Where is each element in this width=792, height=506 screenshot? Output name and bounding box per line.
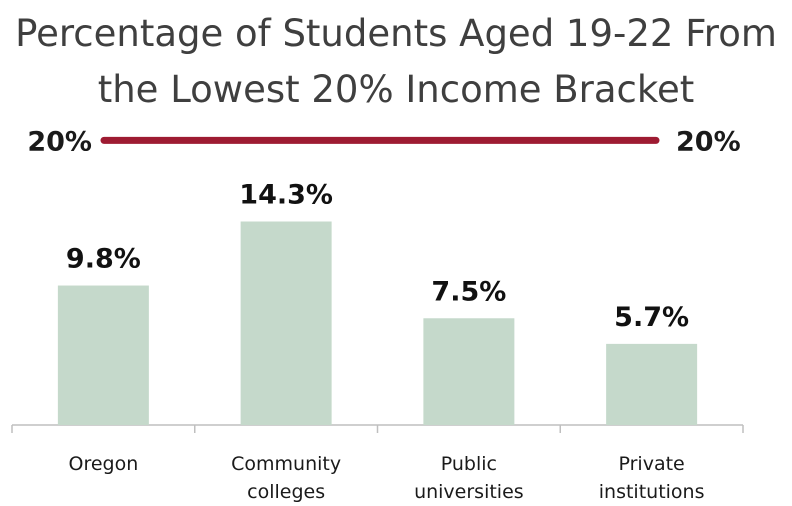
category-label-line: Private: [619, 453, 685, 475]
data-labels: 9.8% 14.3% 7.5% 5.7%: [66, 180, 689, 333]
category-label-line: Public: [441, 453, 497, 475]
bars: [57, 221, 698, 425]
category-label-line: Oregon: [68, 453, 138, 475]
x-axis-ticks: [11, 425, 744, 433]
data-label: 5.7%: [614, 302, 689, 333]
category-label-line: Community: [231, 453, 341, 475]
category-labels: Oregon Community colleges Public universitie…: [68, 453, 704, 503]
chart-title-line-1: Percentage of Students Aged 19-22 From: [15, 12, 777, 55]
chart-title: Percentage of Students Aged 19-22 From t…: [0, 6, 792, 118]
category-label: Private institutions: [599, 453, 705, 503]
bar: [606, 343, 698, 425]
category-label: Oregon: [68, 453, 138, 475]
reference-label-right: 20%: [676, 126, 741, 157]
category-label: Public universities: [414, 453, 524, 503]
data-label: 14.3%: [239, 180, 333, 211]
chart-title-line-2: the Lowest 20% Income Bracket: [97, 68, 695, 111]
category-label: Community colleges: [231, 453, 341, 503]
category-label-line: colleges: [247, 481, 325, 503]
reference-label-left: 20%: [27, 126, 92, 157]
bar: [240, 221, 332, 425]
data-label: 7.5%: [431, 276, 506, 307]
category-label-line: institutions: [599, 481, 705, 503]
category-label-line: universities: [414, 481, 524, 503]
bar: [423, 318, 515, 425]
data-label: 9.8%: [66, 244, 141, 275]
bar: [57, 285, 149, 425]
